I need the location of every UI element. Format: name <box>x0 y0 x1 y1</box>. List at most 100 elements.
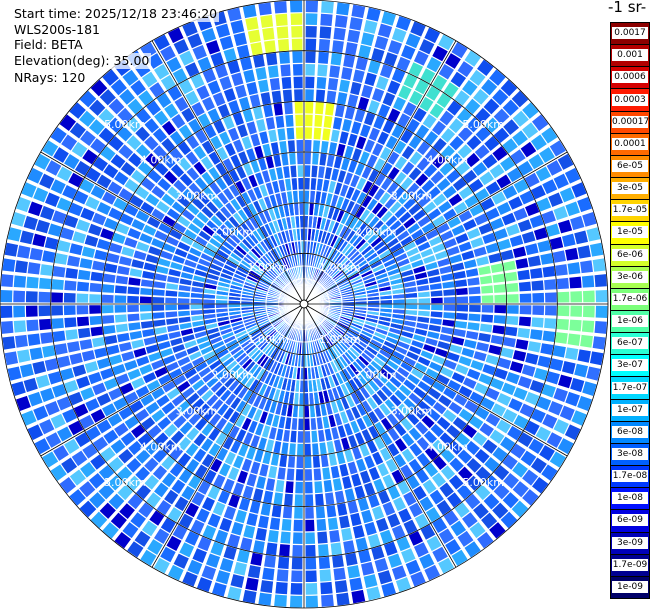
range-gate <box>153 319 166 327</box>
range-gate <box>468 286 481 295</box>
range-gate <box>56 197 72 212</box>
range-gate <box>249 270 261 279</box>
range-gate <box>320 140 329 154</box>
range-gate <box>358 355 370 366</box>
range-gate <box>222 241 235 252</box>
range-gate <box>333 567 346 581</box>
range-gate <box>194 464 208 479</box>
range-gate <box>233 327 246 335</box>
range-gate <box>419 553 435 569</box>
range-gate <box>197 403 210 416</box>
range-gate <box>178 513 194 529</box>
colorbar-tick-label: 3e-09 <box>612 536 648 549</box>
range-gate <box>557 153 574 170</box>
range-gate <box>299 215 304 228</box>
range-gate <box>457 466 473 482</box>
range-gate <box>387 428 400 442</box>
range-gate <box>317 64 328 77</box>
range-gate <box>160 517 176 534</box>
range-gate <box>512 481 529 498</box>
range-gate <box>306 355 311 367</box>
range-gate <box>291 570 303 583</box>
range-gate <box>252 106 264 120</box>
range-gate <box>317 325 325 337</box>
range-gate <box>379 192 391 205</box>
range-gate <box>247 406 257 419</box>
range-gate <box>580 260 593 274</box>
range-gate <box>334 490 345 504</box>
range-gate <box>255 67 267 81</box>
range-gate <box>201 423 214 437</box>
range-gate <box>151 238 165 249</box>
range-gate <box>405 309 418 316</box>
range-gate <box>324 232 331 245</box>
range-gate <box>230 574 245 589</box>
range-gate <box>517 327 531 339</box>
range-gate <box>126 117 142 133</box>
range-gate <box>387 443 400 457</box>
range-gate <box>40 387 55 403</box>
range-gate <box>339 370 348 383</box>
range-gate <box>272 414 280 428</box>
range-gate <box>449 457 464 473</box>
range-gate <box>156 92 172 108</box>
range-gate <box>400 418 414 431</box>
range-gate <box>375 328 388 336</box>
range-gate <box>408 427 422 441</box>
range-gate <box>246 473 257 487</box>
range-gate <box>321 1 334 14</box>
range-gate <box>164 423 178 438</box>
range-gate <box>509 235 524 247</box>
range-gate <box>89 315 102 326</box>
range-gate <box>127 295 139 303</box>
range-gate <box>270 142 280 155</box>
range-gate <box>368 425 379 439</box>
range-gate <box>327 233 335 246</box>
range-gate <box>68 391 83 406</box>
colorbar-title: -1 sr- <box>608 0 647 16</box>
range-gate <box>541 383 556 398</box>
range-gate <box>268 374 277 387</box>
range-gate <box>269 288 281 295</box>
range-gate <box>354 312 366 317</box>
range-gate <box>417 316 430 323</box>
range-gate <box>216 228 228 240</box>
range-gate <box>362 414 373 428</box>
range-gate <box>241 192 252 205</box>
range-gate <box>533 367 548 381</box>
range-gate <box>305 13 318 26</box>
range-gate <box>67 341 81 353</box>
range-gate <box>27 167 44 184</box>
range-gate <box>389 201 402 214</box>
range-gate <box>74 160 91 176</box>
range-gate <box>254 293 267 298</box>
range-gate <box>408 458 422 473</box>
range-gate <box>104 334 118 345</box>
range-gate <box>333 439 343 452</box>
range-gate <box>517 375 532 389</box>
range-gate <box>237 124 248 138</box>
range-gate <box>297 431 304 443</box>
range-gate <box>439 333 452 343</box>
range-gate <box>112 364 126 376</box>
range-gate <box>238 263 251 272</box>
range-gate <box>245 344 257 355</box>
range-gate <box>574 230 589 245</box>
range-gate <box>361 509 373 524</box>
range-gate <box>379 64 394 79</box>
range-gate <box>448 401 463 415</box>
range-gate <box>229 169 240 183</box>
range-gate <box>384 196 397 209</box>
range-gate <box>449 344 463 354</box>
range-gate <box>464 400 479 414</box>
range-gate <box>241 222 252 235</box>
range-gate <box>403 379 416 391</box>
range-gate <box>33 405 49 421</box>
range-gate <box>378 490 391 504</box>
range-gate <box>519 293 532 303</box>
range-gate <box>136 241 150 252</box>
range-gate <box>525 243 539 256</box>
range-gate <box>396 536 411 552</box>
range-gate <box>264 223 273 236</box>
range-gate <box>485 207 500 221</box>
